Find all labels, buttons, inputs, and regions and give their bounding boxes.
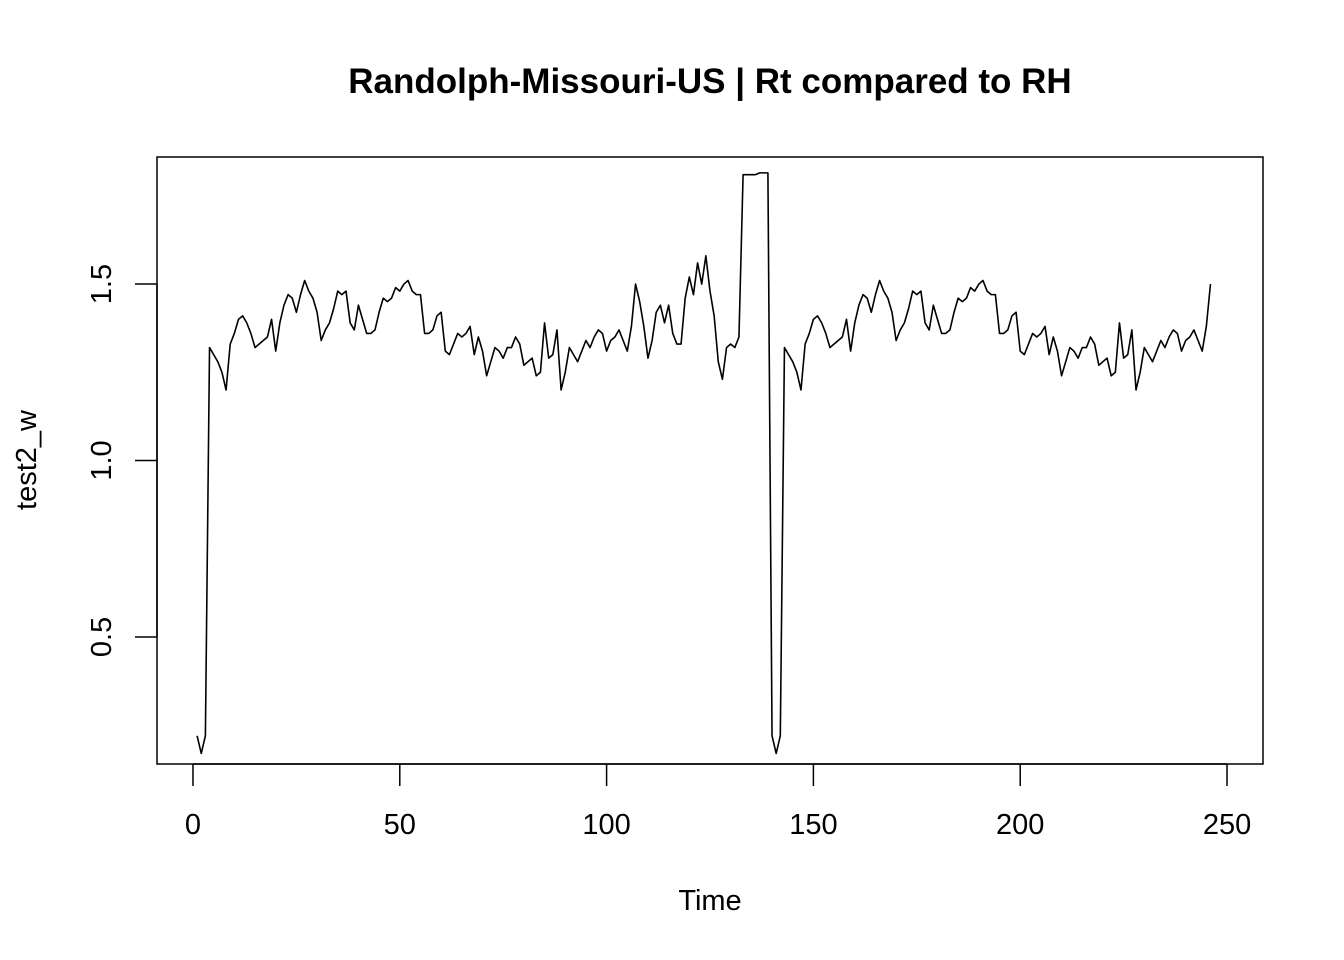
x-tick-label: 200 bbox=[996, 809, 1044, 841]
chart-title: Randolph-Missouri-US | Rt compared to RH bbox=[348, 62, 1071, 101]
y-tick-label: 1.0 bbox=[86, 440, 118, 480]
plot-area-border bbox=[156, 156, 1264, 765]
x-tick-label: 50 bbox=[384, 809, 416, 841]
x-axis-label: Time bbox=[678, 885, 741, 917]
x-tick-label: 150 bbox=[789, 809, 837, 841]
y-axis-label: test2_w bbox=[11, 409, 43, 510]
y-tick-label: 0.5 bbox=[86, 617, 118, 657]
y-tick-label: 1.5 bbox=[86, 264, 118, 304]
x-axis: 0 50 100 150 200 250 bbox=[185, 763, 1251, 841]
x-tick-label: 100 bbox=[582, 809, 630, 841]
series-line bbox=[196, 172, 1212, 755]
x-tick-label: 250 bbox=[1203, 809, 1251, 841]
x-tick-label: 0 bbox=[185, 809, 201, 841]
y-axis: 0.5 1.0 1.5 bbox=[86, 264, 158, 657]
